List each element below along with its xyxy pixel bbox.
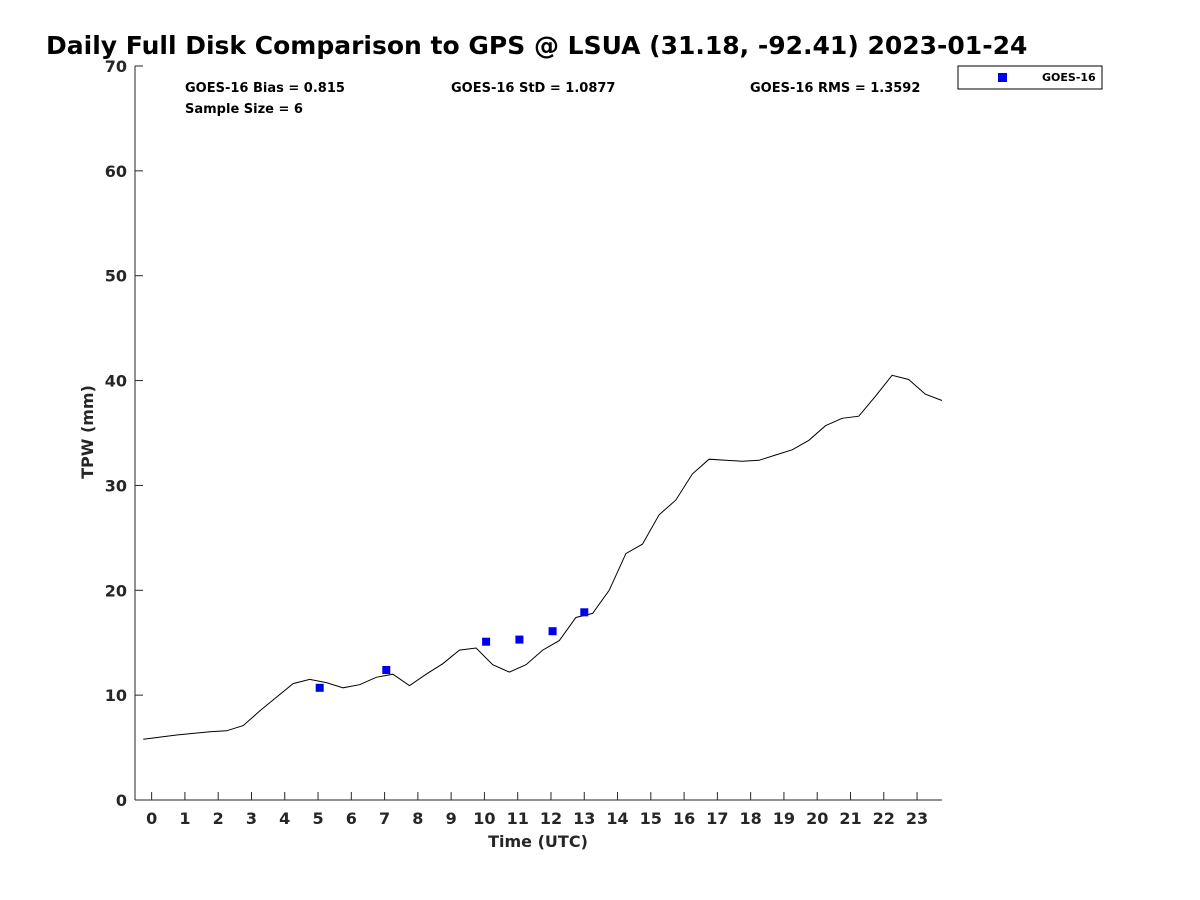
- y-tick-label: 70: [105, 57, 127, 76]
- x-tick-label: 13: [573, 809, 595, 828]
- y-tick-label: 40: [105, 372, 127, 391]
- goes16-point: [315, 683, 324, 692]
- bias-stat: GOES-16 Bias = 0.815: [185, 81, 345, 96]
- rms-stat: GOES-16 RMS = 1.3592: [750, 81, 920, 96]
- x-tick-label: 20: [806, 809, 828, 828]
- y-tick-label: 60: [105, 162, 127, 181]
- x-tick-label: 7: [379, 809, 390, 828]
- goes16-point: [515, 635, 524, 644]
- legend: GOES-16: [957, 65, 1103, 90]
- goes16-point: [482, 637, 491, 646]
- goes16-point: [580, 608, 589, 617]
- y-axis-label: TPW (mm): [78, 385, 97, 479]
- x-tick-label: 4: [279, 809, 290, 828]
- sample-size-stat: Sample Size = 6: [185, 102, 303, 117]
- x-tick-label: 15: [640, 809, 662, 828]
- y-tick-label: 20: [105, 581, 127, 600]
- legend-label-goes16: GOES-16: [1042, 71, 1096, 84]
- series-layer: [143, 374, 943, 740]
- x-tick-label: 10: [473, 809, 495, 828]
- std-stat: GOES-16 StD = 1.0877: [451, 81, 615, 96]
- x-tick-label: 2: [213, 809, 224, 828]
- x-tick-label: 12: [540, 809, 562, 828]
- x-tick-label: 22: [873, 809, 895, 828]
- x-tick-label: 17: [706, 809, 728, 828]
- x-tick-label: 19: [773, 809, 795, 828]
- y-tick-label: 0: [116, 791, 127, 810]
- x-axis-ticks: 0 1 2 3 4 5 6 7 8 9 10 11 12 13 14 15 16 17 18 19 20 21 22 23: [146, 792, 928, 828]
- x-tick-label: 9: [446, 809, 457, 828]
- chart-title: Daily Full Disk Comparison to GPS @ LSUA…: [46, 31, 1027, 60]
- x-tick-label: 3: [246, 809, 257, 828]
- x-axis-label: Time (UTC): [488, 832, 588, 851]
- x-tick-label: 16: [673, 809, 695, 828]
- legend-marker-goes16: [998, 73, 1007, 82]
- x-tick-label: 21: [839, 809, 861, 828]
- axes: [134, 66, 942, 801]
- x-tick-label: 14: [606, 809, 628, 828]
- x-tick-label: 1: [179, 809, 190, 828]
- x-tick-label: 11: [507, 809, 529, 828]
- legend-box: [957, 65, 1103, 90]
- goes16-point: [382, 666, 391, 674]
- y-tick-label: 30: [105, 476, 127, 495]
- x-tick-label: 6: [346, 809, 357, 828]
- x-tick-label: 18: [740, 809, 762, 828]
- x-tick-label: 5: [312, 809, 323, 828]
- x-tick-label: 8: [412, 809, 423, 828]
- y-tick-label: 50: [105, 267, 127, 286]
- y-axis-ticks: 0 10 20 30 40 50 60 70: [105, 57, 143, 810]
- x-tick-label: 23: [906, 809, 928, 828]
- gps-tpw-line: [143, 374, 943, 740]
- x-tick-label: 0: [146, 809, 157, 828]
- goes16-point: [548, 627, 557, 636]
- y-tick-label: 10: [105, 686, 127, 705]
